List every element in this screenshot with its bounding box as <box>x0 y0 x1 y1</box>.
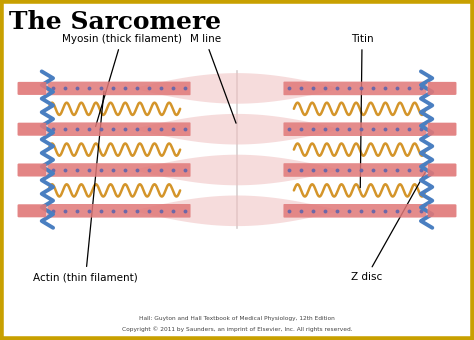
Text: Hall: Guyton and Hall Textbook of Medical Physiology, 12th Edition: Hall: Guyton and Hall Textbook of Medica… <box>139 316 335 321</box>
FancyBboxPatch shape <box>283 204 427 218</box>
Text: The Sarcomere: The Sarcomere <box>9 10 222 34</box>
FancyBboxPatch shape <box>283 122 427 136</box>
FancyBboxPatch shape <box>47 122 191 136</box>
FancyBboxPatch shape <box>428 82 456 95</box>
Text: Z disc: Z disc <box>351 172 425 282</box>
Text: Titin: Titin <box>351 34 374 188</box>
FancyBboxPatch shape <box>47 163 191 177</box>
FancyBboxPatch shape <box>428 204 456 217</box>
FancyBboxPatch shape <box>47 82 191 95</box>
Polygon shape <box>133 114 341 144</box>
FancyBboxPatch shape <box>283 82 427 95</box>
FancyBboxPatch shape <box>47 204 191 218</box>
Text: Actin (thin filament): Actin (thin filament) <box>33 91 138 282</box>
Text: Copyright © 2011 by Saunders, an imprint of Elsevier, Inc. All rights reserved.: Copyright © 2011 by Saunders, an imprint… <box>122 326 352 332</box>
FancyBboxPatch shape <box>18 123 46 136</box>
Polygon shape <box>133 195 341 226</box>
FancyBboxPatch shape <box>18 164 46 176</box>
FancyBboxPatch shape <box>18 82 46 95</box>
FancyBboxPatch shape <box>428 164 456 176</box>
Text: Myosin (thick filament): Myosin (thick filament) <box>62 34 182 126</box>
Text: M line: M line <box>190 34 236 123</box>
FancyBboxPatch shape <box>428 123 456 136</box>
Polygon shape <box>133 155 341 185</box>
FancyBboxPatch shape <box>283 163 427 177</box>
FancyBboxPatch shape <box>18 204 46 217</box>
Polygon shape <box>133 73 341 104</box>
